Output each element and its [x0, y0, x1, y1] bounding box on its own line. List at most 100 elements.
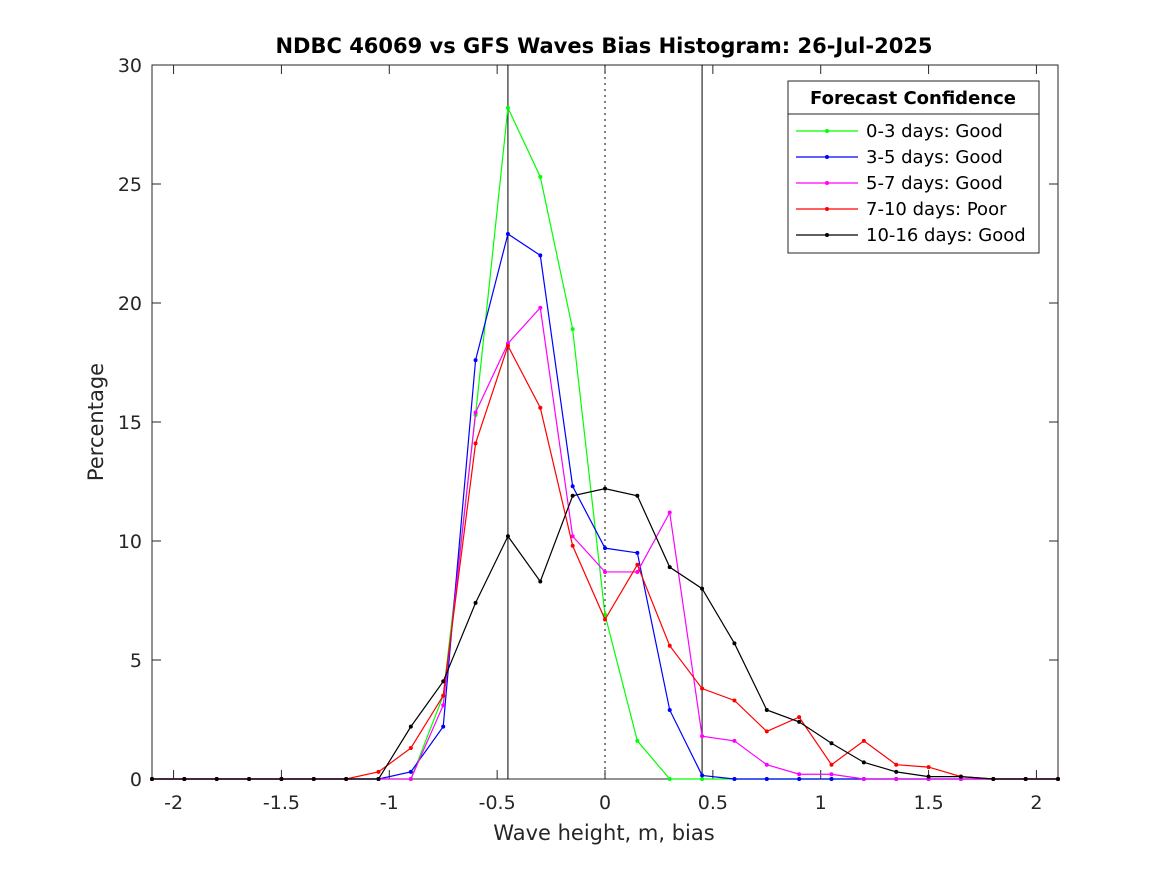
y-tick-label: 30	[118, 55, 142, 77]
data-point	[797, 777, 802, 781]
data-point	[829, 741, 834, 746]
y-tick-label: 25	[118, 174, 142, 196]
legend-marker	[825, 129, 829, 133]
x-tick-label: 0.5	[698, 792, 728, 814]
data-point	[505, 231, 510, 236]
data-point	[764, 762, 769, 767]
data-point	[408, 777, 413, 781]
data-point	[732, 777, 737, 781]
data-point	[700, 734, 705, 739]
data-point	[667, 565, 672, 570]
data-point	[473, 410, 478, 415]
data-point	[408, 769, 413, 774]
x-tick-label: -1.5	[263, 792, 300, 814]
data-point	[732, 738, 737, 743]
x-tick-label: -2	[164, 792, 183, 814]
legend: Forecast Confidence 0-3 days: Good 3-5 da…	[787, 80, 1040, 254]
data-point	[829, 772, 834, 777]
data-point	[441, 703, 446, 708]
data-point	[570, 493, 575, 498]
data-point	[441, 724, 446, 729]
data-point	[603, 617, 607, 622]
data-point	[1023, 777, 1028, 781]
data-point	[505, 343, 510, 348]
data-point	[894, 777, 899, 781]
data-point	[732, 698, 737, 703]
data-point	[764, 707, 769, 712]
data-point	[635, 738, 640, 743]
data-point	[635, 562, 640, 567]
data-point	[150, 777, 154, 781]
data-point	[926, 774, 931, 779]
data-point	[570, 534, 575, 539]
data-point	[279, 777, 284, 781]
data-point	[700, 686, 705, 691]
data-point	[473, 600, 478, 605]
x-tick-label: 0	[599, 792, 611, 814]
data-point	[764, 777, 769, 781]
x-tick-label: -0.5	[479, 792, 516, 814]
data-point	[797, 719, 802, 724]
data-point	[667, 510, 672, 515]
x-tick-label: -1	[380, 792, 399, 814]
legend-marker	[825, 233, 829, 237]
x-tick-label: 1	[815, 792, 827, 814]
data-point	[797, 715, 802, 720]
data-point	[376, 769, 381, 774]
legend-marker	[825, 155, 829, 159]
y-tick-label: 0	[130, 769, 142, 791]
data-point	[473, 441, 478, 446]
x-axis-label: Wave height, m, bias	[493, 821, 714, 845]
y-tick-label: 15	[118, 412, 142, 434]
data-point	[214, 777, 219, 781]
data-point	[603, 569, 607, 574]
data-point	[538, 174, 543, 179]
data-point	[958, 774, 963, 779]
data-point	[667, 777, 672, 781]
data-point	[376, 777, 381, 781]
data-point	[700, 777, 705, 781]
data-point	[603, 546, 607, 551]
legend-label: 10-16 days: Good	[866, 225, 1026, 246]
x-tick-label: 2	[1030, 792, 1042, 814]
data-point	[700, 773, 705, 778]
legend-label: 7-10 days: Poor	[866, 199, 1007, 220]
legend-box	[787, 80, 1040, 254]
data-point	[861, 760, 866, 765]
chart-title: NDBC 46069 vs GFS Waves Bias Histogram: …	[275, 34, 932, 58]
legend-label: 3-5 days: Good	[866, 147, 1003, 168]
data-point	[570, 543, 575, 548]
data-point	[732, 641, 737, 646]
data-point	[635, 493, 640, 498]
data-point	[538, 579, 543, 584]
data-point	[861, 738, 866, 743]
x-tick-label: 1.5	[913, 792, 943, 814]
data-point	[505, 105, 510, 110]
data-point	[344, 777, 349, 781]
y-axis-label: Percentage	[84, 363, 108, 481]
y-tick-label: 10	[118, 531, 142, 553]
data-point	[247, 777, 252, 781]
legend-title: Forecast Confidence	[810, 88, 1016, 109]
legend-marker	[825, 181, 829, 185]
data-point	[570, 327, 575, 332]
data-point	[667, 643, 672, 648]
legend-label: 5-7 days: Good	[866, 173, 1003, 194]
data-point	[441, 679, 446, 684]
data-point	[894, 762, 899, 767]
data-point	[182, 777, 187, 781]
data-point	[635, 550, 640, 555]
data-point	[505, 534, 510, 539]
data-point	[926, 765, 931, 770]
data-point	[894, 769, 899, 774]
data-point	[764, 729, 769, 734]
data-point	[538, 253, 543, 258]
data-point	[538, 305, 543, 310]
data-point	[667, 707, 672, 712]
data-point	[635, 569, 640, 574]
data-point	[861, 777, 866, 781]
y-tick-label: 5	[130, 650, 142, 672]
